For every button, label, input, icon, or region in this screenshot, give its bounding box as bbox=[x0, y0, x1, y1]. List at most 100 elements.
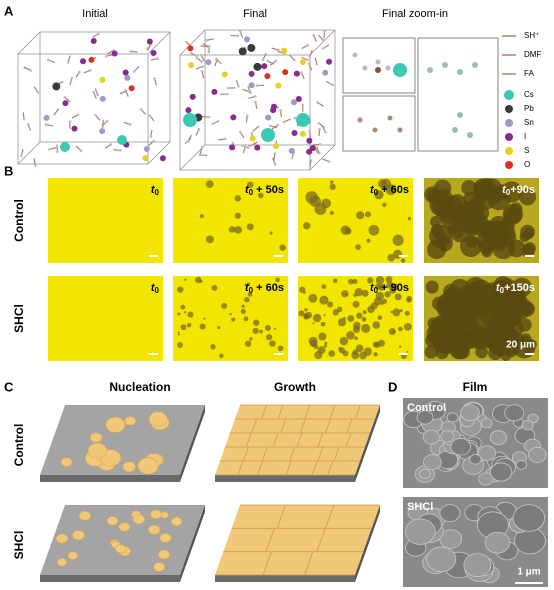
crystal bbox=[389, 287, 397, 294]
crystal bbox=[234, 226, 242, 234]
atom bbox=[457, 69, 463, 75]
crystal bbox=[345, 293, 348, 296]
crystal bbox=[323, 344, 327, 348]
crystal bbox=[502, 203, 524, 225]
atom bbox=[105, 119, 109, 123]
atom bbox=[128, 85, 135, 92]
time-var: t bbox=[245, 282, 250, 294]
nucleus bbox=[57, 558, 67, 567]
atom bbox=[253, 95, 257, 98]
atom bbox=[153, 77, 156, 80]
crystal bbox=[304, 308, 308, 312]
crystal bbox=[338, 347, 346, 354]
crystal bbox=[305, 191, 318, 204]
crystal bbox=[519, 301, 535, 317]
atom bbox=[253, 62, 262, 71]
atom bbox=[252, 129, 256, 132]
atom bbox=[79, 149, 83, 153]
atom bbox=[68, 120, 72, 124]
atom bbox=[244, 145, 247, 148]
atom bbox=[318, 127, 321, 131]
crystal bbox=[210, 344, 216, 350]
atom bbox=[249, 135, 256, 142]
time-suffix: + 60s bbox=[378, 184, 409, 196]
grain bbox=[480, 418, 493, 429]
micrograph bbox=[173, 178, 288, 263]
atom bbox=[199, 53, 203, 57]
atom bbox=[293, 70, 300, 77]
crystal bbox=[373, 297, 383, 306]
grain bbox=[422, 454, 442, 471]
crystal bbox=[372, 321, 381, 329]
crystal bbox=[433, 179, 452, 197]
nucleus bbox=[148, 524, 161, 535]
nucleus bbox=[122, 461, 136, 473]
time-sub: 0 bbox=[155, 188, 160, 197]
crystal bbox=[303, 313, 309, 319]
atom bbox=[195, 56, 199, 60]
atom bbox=[60, 142, 70, 152]
atom bbox=[375, 59, 381, 65]
crystal bbox=[308, 336, 318, 346]
crystal bbox=[246, 282, 251, 286]
grain-boundary bbox=[261, 404, 267, 420]
atom bbox=[300, 71, 303, 74]
cube-edge bbox=[204, 29, 336, 146]
atom bbox=[293, 116, 297, 120]
crystal bbox=[317, 346, 326, 355]
nucleus bbox=[115, 544, 127, 554]
atom bbox=[308, 129, 311, 133]
crystal bbox=[231, 317, 236, 322]
time-var: t bbox=[245, 184, 250, 196]
atom bbox=[264, 73, 271, 80]
crystal bbox=[246, 181, 254, 189]
nucleus bbox=[153, 562, 166, 572]
atom bbox=[207, 45, 211, 49]
crystal bbox=[353, 321, 361, 330]
crystal bbox=[205, 235, 214, 244]
cube-edge bbox=[39, 31, 171, 143]
crystal bbox=[339, 336, 349, 346]
grain-boundary bbox=[245, 432, 252, 448]
grain-boundary bbox=[289, 446, 296, 462]
grain bbox=[489, 462, 513, 482]
atom bbox=[80, 58, 87, 65]
nucleus bbox=[150, 509, 162, 519]
atom bbox=[249, 91, 252, 95]
atom bbox=[307, 62, 311, 66]
crystal bbox=[486, 335, 500, 349]
atom bbox=[296, 113, 310, 127]
zoom-box bbox=[417, 37, 499, 152]
crystal bbox=[318, 332, 327, 341]
atom bbox=[427, 67, 433, 73]
grain bbox=[521, 420, 534, 431]
time-suffix: + 90s bbox=[378, 282, 409, 294]
substrate-side bbox=[180, 505, 205, 582]
time-sub: 0 bbox=[249, 188, 254, 197]
atom bbox=[183, 113, 197, 127]
atom bbox=[195, 54, 198, 58]
atom bbox=[293, 58, 296, 62]
atom bbox=[225, 92, 229, 96]
time-label: t0 + 60s bbox=[245, 282, 284, 295]
atom bbox=[397, 127, 403, 133]
atom bbox=[88, 68, 92, 72]
time-var: t bbox=[496, 282, 501, 294]
nucleus bbox=[137, 457, 159, 475]
atom bbox=[201, 65, 204, 68]
row-label: SHCl bbox=[12, 304, 26, 333]
crystal bbox=[355, 244, 361, 250]
crystal bbox=[438, 324, 458, 344]
atom bbox=[205, 38, 209, 42]
scale-label: 20 μm bbox=[506, 340, 535, 351]
grain bbox=[528, 446, 547, 463]
substrate-top bbox=[215, 405, 380, 475]
nucleus bbox=[148, 411, 168, 427]
panel-label: A bbox=[4, 3, 14, 18]
atom bbox=[230, 114, 237, 121]
grain bbox=[489, 430, 508, 446]
grain-boundary bbox=[311, 460, 318, 476]
crystal bbox=[211, 285, 218, 291]
crystal bbox=[361, 317, 367, 322]
substrate-side bbox=[355, 505, 380, 582]
